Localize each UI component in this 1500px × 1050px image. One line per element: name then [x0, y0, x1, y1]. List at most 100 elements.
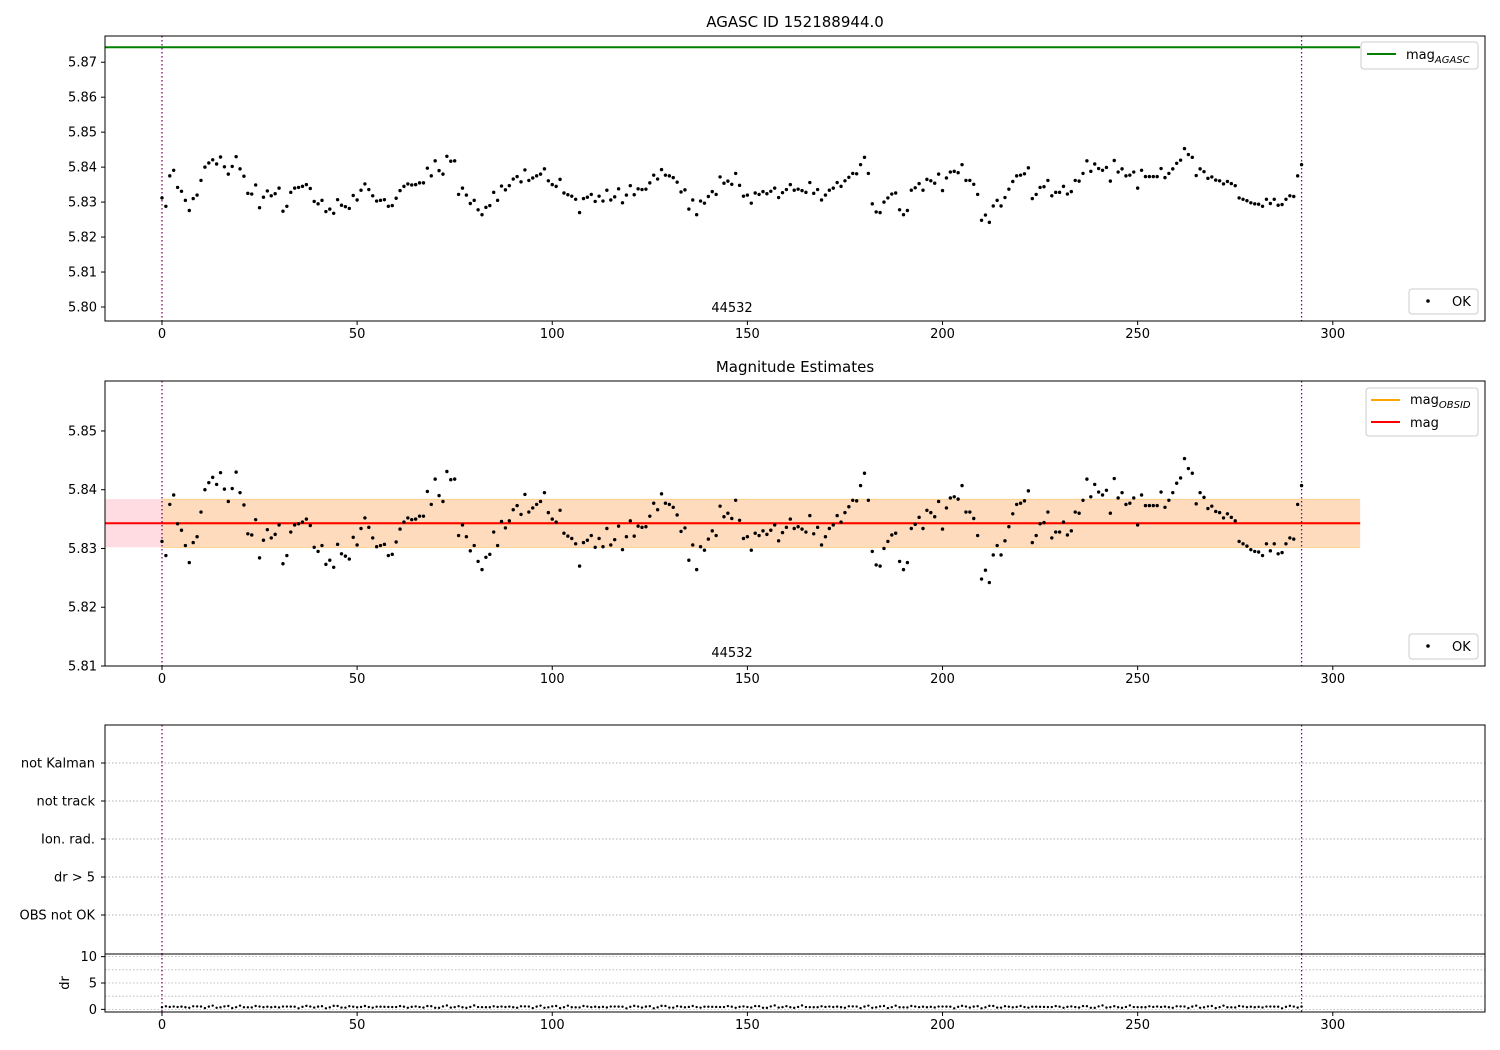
- dr-point: [1066, 1005, 1069, 1009]
- data-point: [250, 192, 254, 196]
- x-tick-label: 250: [1125, 1018, 1150, 1033]
- dr-point: [601, 1005, 605, 1009]
- data-point: [862, 471, 867, 475]
- data-point: [183, 198, 188, 203]
- data-point: [199, 510, 203, 514]
- dr-point: [539, 1004, 542, 1007]
- dr-point: [1198, 1006, 1202, 1009]
- data-point: [792, 526, 796, 531]
- data-point: [355, 198, 359, 202]
- data-point: [406, 182, 410, 186]
- dr-point: [675, 1005, 679, 1008]
- data-point: [827, 526, 832, 531]
- data-point: [652, 501, 656, 505]
- dr-point: [964, 1005, 968, 1008]
- data-point: [1268, 201, 1273, 206]
- data-point: [359, 526, 363, 531]
- dr-point: [242, 1006, 246, 1009]
- data-point: [331, 565, 336, 569]
- dr-point: [839, 1006, 843, 1009]
- dr-point: [383, 1005, 386, 1009]
- data-point: [765, 532, 769, 537]
- dr-point: [469, 1005, 472, 1009]
- data-point: [585, 538, 590, 542]
- y-tick-label: 5.85: [68, 126, 97, 141]
- dr-point: [512, 1006, 515, 1009]
- dr-point: [672, 1006, 675, 1009]
- data-point: [612, 537, 617, 542]
- dr-point: [535, 1005, 538, 1008]
- magnitude-estimates-panel: Magnitude Estimates 0 50 100 150 200 250 300 5…: [68, 358, 1486, 687]
- dr-point: [1284, 1005, 1288, 1009]
- data-point: [253, 183, 258, 187]
- data-point: [1042, 520, 1046, 525]
- dr-plot-area: [105, 954, 1485, 1012]
- data-point: [417, 181, 422, 185]
- data-point: [191, 196, 195, 201]
- dr-point: [796, 1005, 800, 1009]
- data-point: [893, 191, 898, 195]
- data-point: [952, 169, 956, 174]
- data-point: [359, 188, 363, 192]
- data-point: [421, 514, 426, 518]
- dr-point: [391, 1005, 394, 1009]
- dr-point: [457, 1005, 460, 1008]
- y-tick-label: 5.81: [68, 266, 97, 281]
- dr-point: [1140, 1006, 1143, 1009]
- dr-point: [309, 1005, 312, 1008]
- data-point: [1288, 536, 1292, 540]
- data-point: [351, 193, 355, 198]
- data-point: [1217, 510, 1222, 515]
- data-point: [413, 182, 418, 187]
- data-point: [515, 174, 519, 179]
- data-point: [1182, 456, 1187, 461]
- data-point: [1260, 204, 1265, 209]
- data-point: [628, 183, 633, 188]
- data-point: [659, 167, 664, 172]
- data-point: [636, 524, 640, 528]
- dr-point: [199, 1005, 203, 1008]
- data-point: [702, 201, 707, 205]
- dr-point: [1253, 1006, 1256, 1009]
- data-point: [410, 183, 414, 187]
- data-point: [402, 184, 406, 189]
- data-point: [1030, 196, 1034, 201]
- dr-point: [1054, 1004, 1057, 1008]
- dr-point: [496, 1005, 499, 1009]
- x-tick-label: 300: [1320, 672, 1345, 687]
- dr-point: [765, 1006, 769, 1010]
- data-point: [1139, 168, 1144, 172]
- data-point: [714, 192, 718, 197]
- data-point: [714, 533, 718, 538]
- data-point: [1018, 173, 1023, 177]
- data-point: [460, 523, 465, 527]
- y-tick-label: 5.83: [68, 542, 97, 557]
- y-tick-label: 5.86: [68, 91, 97, 106]
- panel-title-agasc: AGASC ID 152188944.0: [706, 13, 884, 31]
- dr-point: [168, 1005, 171, 1009]
- data-point: [667, 502, 672, 507]
- data-point: [995, 543, 999, 548]
- data-point: [745, 535, 750, 539]
- data-point: [378, 543, 383, 548]
- data-point: [1096, 166, 1101, 171]
- data-point: [929, 510, 933, 515]
- data-point: [1256, 202, 1261, 206]
- dr-point: [476, 1005, 480, 1009]
- data-point: [1194, 502, 1198, 506]
- data-point: [995, 198, 999, 203]
- x-tick-label: 0: [158, 1018, 166, 1033]
- data-point: [1151, 174, 1155, 179]
- data-point: [655, 177, 660, 181]
- data-point: [1198, 167, 1202, 171]
- y-tick-label: 5.84: [68, 483, 97, 498]
- data-point: [1003, 539, 1007, 543]
- x-tick-label: 200: [930, 672, 955, 687]
- data-point: [870, 549, 874, 554]
- data-point: [417, 514, 422, 518]
- data-point: [1159, 166, 1163, 171]
- data-point: [445, 154, 449, 158]
- data-point: [1100, 493, 1105, 497]
- data-point: [975, 533, 980, 538]
